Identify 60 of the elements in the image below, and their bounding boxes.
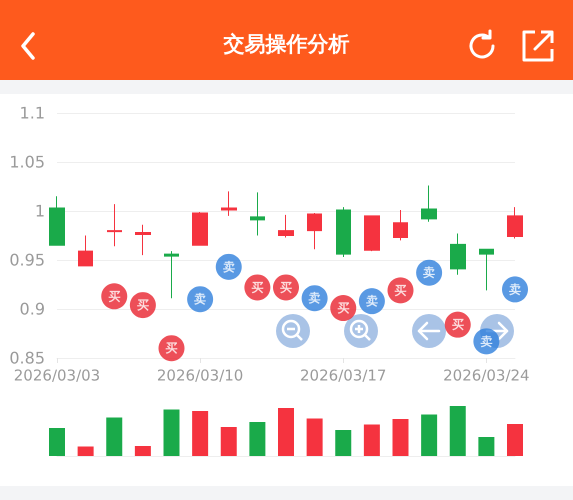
- bar: [364, 424, 380, 456]
- bar: [106, 418, 122, 456]
- candlestick: [278, 214, 294, 238]
- bar: [49, 428, 65, 456]
- y-tick-label: 0.95: [9, 250, 45, 270]
- bar: [78, 446, 94, 456]
- data-label: 买: [280, 280, 292, 294]
- y-tick-label: 1: [34, 202, 45, 220]
- bar: [134, 446, 151, 456]
- data-label: 买: [452, 318, 464, 332]
- y-tick-label: 1.05: [9, 152, 45, 172]
- candlestick: [221, 190, 237, 216]
- y-tick-label: 0.85: [9, 348, 45, 368]
- candlestick: [336, 206, 351, 258]
- data-label: 卖: [222, 260, 235, 274]
- x-tick-label: 2026/03/24: [443, 366, 530, 384]
- bar: [421, 414, 438, 456]
- y-tick-label: 0.9: [20, 300, 45, 318]
- candlestick: [49, 196, 65, 246]
- data-label: 卖: [194, 292, 206, 306]
- data-label: 买: [337, 301, 350, 316]
- x-tick-label: 2026/03/10: [156, 366, 244, 384]
- data-label: 买: [251, 280, 264, 294]
- bar: [335, 430, 352, 456]
- data-label: 买: [136, 298, 149, 312]
- candlestick: [164, 250, 179, 299]
- candlestick: [507, 206, 523, 239]
- data-label: 卖: [423, 266, 436, 280]
- bar: [249, 422, 266, 456]
- candlestick: [250, 192, 265, 236]
- data-label: 买: [108, 289, 120, 304]
- candlestick: [107, 204, 122, 247]
- y-tick-label: 1.1: [20, 104, 45, 122]
- bar: [164, 410, 180, 456]
- data-label: 买: [394, 283, 406, 298]
- bar: [450, 406, 466, 456]
- candlestick: [393, 210, 408, 241]
- bar: [220, 427, 237, 456]
- candlestick: [192, 211, 208, 246]
- candlestick: [364, 215, 380, 252]
- bar: [278, 408, 294, 456]
- candlestick: [78, 235, 93, 266]
- bar: [478, 437, 494, 456]
- chart-title: 交易操作分析: [222, 31, 350, 58]
- data-label: 卖: [480, 334, 492, 348]
- bar: [392, 419, 408, 456]
- bar: [192, 411, 208, 456]
- candlestick: [307, 212, 322, 250]
- bar: [306, 418, 323, 456]
- data-label: 买: [166, 341, 178, 356]
- x-tick-label: 2026/03/17: [300, 366, 386, 384]
- bar: [507, 424, 523, 456]
- candlestick: [450, 233, 466, 276]
- candlestick: [135, 224, 151, 256]
- data-label: 卖: [308, 291, 321, 306]
- candlestick: [421, 185, 437, 222]
- x-tick-label: 2026/03/03: [14, 366, 100, 384]
- data-label: 卖: [509, 282, 521, 296]
- candlestick: [479, 248, 494, 291]
- data-label: 卖: [366, 294, 378, 308]
